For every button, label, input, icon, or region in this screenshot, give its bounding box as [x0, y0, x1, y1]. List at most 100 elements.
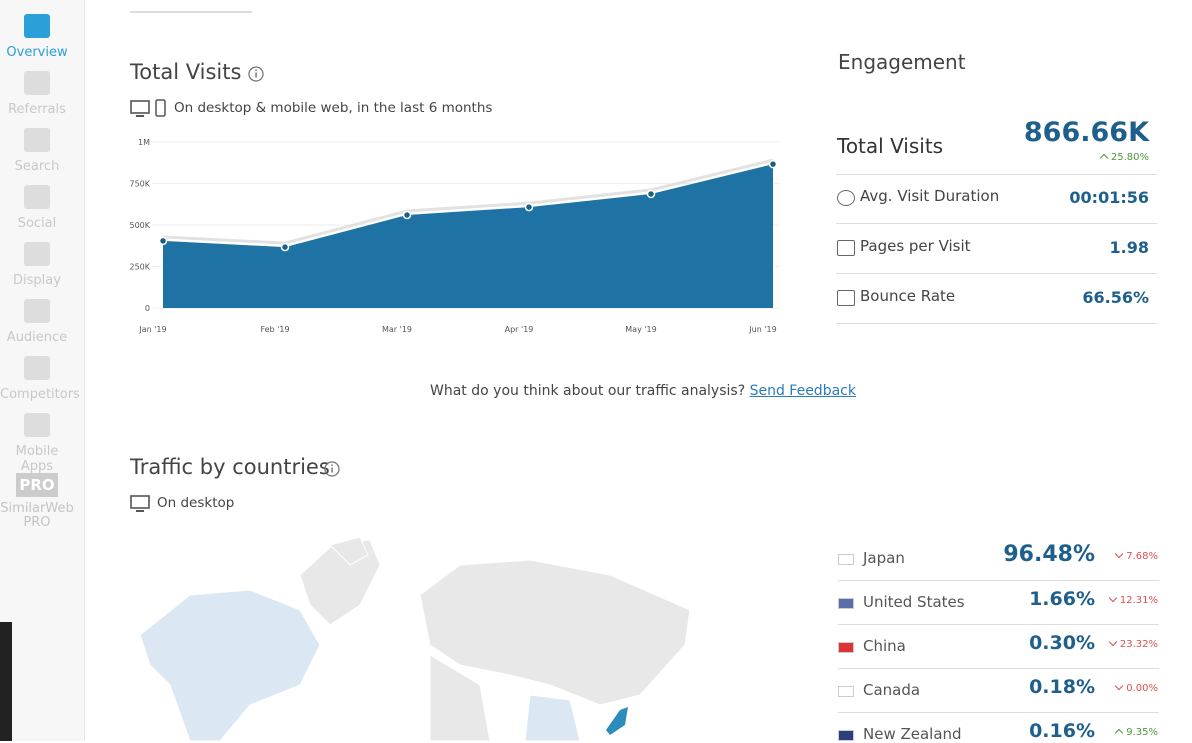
metric-label: Avg. Visit Duration [860, 187, 1000, 205]
nav-icon [24, 299, 50, 323]
arrow [1108, 637, 1120, 650]
flag [838, 554, 854, 565]
feedback-link[interactable]: Send Feedback [749, 383, 856, 399]
device-icons [130, 99, 166, 117]
metric-value: 1.98 [1109, 238, 1149, 257]
nav-item: Display [13, 273, 61, 288]
metric-label: Pages per Visit [860, 237, 971, 255]
nav-item: Referrals [8, 102, 66, 117]
nav-item: Competitors [0, 387, 80, 402]
flag [838, 598, 854, 609]
sidebar: Overview Referrals Search Social Display Audi… [0, 0, 85, 741]
flag [838, 686, 854, 697]
rule [838, 580, 1159, 581]
rule [836, 223, 1157, 224]
area-chart: 0 250K 500K 750K 1M Jan '19 Feb '19 Mar '19 Apr … [129, 138, 780, 334]
world-map [139, 536, 691, 741]
metric-value: 866.66K [1023, 117, 1149, 148]
arrow [1114, 727, 1126, 738]
nav-item: Search [14, 159, 60, 174]
rule [836, 174, 1157, 175]
y-tick-label: 750K [129, 180, 150, 189]
trend-arrow [1108, 637, 1118, 647]
nav-icon [24, 71, 50, 95]
trend-arrow [1114, 549, 1124, 559]
feedback: What do you think about our traffic anal… [0, 383, 1192, 399]
x-tick-label: Jun '19 [748, 325, 776, 334]
country-share: 0.30% [1029, 632, 1095, 654]
x-tick-label: Jan '19 [138, 325, 166, 334]
country-change: 23.32% [1108, 637, 1158, 650]
x-tick-label: May '19 [625, 325, 656, 334]
country-share: 96.48% [1003, 542, 1095, 567]
change-value: 23.32% [1119, 639, 1158, 650]
metric-value: 66.56% [1082, 288, 1149, 307]
divider [130, 11, 252, 13]
info-icon [324, 461, 340, 477]
metric-icon [837, 190, 855, 206]
nav-icon [24, 128, 50, 152]
country-change: 0.00% [1114, 681, 1158, 694]
country-change: 7.68% [1114, 549, 1158, 562]
rule [838, 668, 1159, 669]
trend-arrow [1114, 681, 1124, 691]
metric-change: 25.80% [1099, 152, 1149, 163]
rule [836, 323, 1157, 324]
prior-line [162, 158, 774, 245]
rule [838, 624, 1159, 625]
nav-icon [24, 242, 50, 266]
arrow [1099, 152, 1111, 163]
area [163, 164, 773, 308]
country-name: China [863, 637, 906, 655]
arrow [1114, 549, 1126, 562]
country-change: 12.31% [1108, 593, 1158, 606]
y-tick-label: 0 [145, 304, 150, 313]
point [646, 189, 656, 199]
metric-icon [837, 290, 855, 306]
flag [838, 730, 854, 741]
trend-arrow [1108, 593, 1118, 603]
y-tick-label: 250K [129, 263, 150, 272]
point [768, 159, 778, 169]
metric-icon [837, 240, 855, 256]
nav-icon [24, 356, 50, 380]
rule [838, 712, 1159, 713]
nav-icon [24, 413, 50, 437]
nav-icon [24, 185, 50, 209]
country-name: Canada [863, 681, 921, 699]
nav-item: Audience [6, 330, 68, 345]
metric-label: Total Visits [837, 134, 944, 158]
arrow [1108, 593, 1120, 606]
change-value: 25.80% [1110, 152, 1149, 163]
change-value: 0.00% [1126, 683, 1158, 694]
point [280, 242, 290, 252]
dark-tab [0, 622, 12, 741]
y-tick-label: 1M [138, 138, 150, 147]
nav-item: Social [17, 216, 57, 231]
info-icon [248, 66, 264, 82]
engagement-title: Engagement [838, 50, 966, 74]
subtitle: On desktop [157, 495, 235, 511]
point [524, 202, 534, 212]
change-value: 7.68% [1126, 551, 1158, 562]
nav-item: Mobile Apps [15, 444, 59, 474]
trend-arrow [1114, 728, 1124, 738]
point [402, 210, 412, 220]
flag [838, 642, 854, 653]
y-tick-label: 500K [129, 221, 150, 230]
desktop-icon [130, 495, 150, 512]
change-value: 9.35% [1126, 727, 1158, 738]
x-tick-label: Apr '19 [505, 325, 534, 334]
rule [836, 273, 1157, 274]
feedback-text: What do you think about our traffic anal… [430, 383, 746, 399]
trend-arrow [1099, 153, 1109, 163]
section-title: Traffic by countries [130, 455, 330, 479]
country-share: 1.66% [1029, 588, 1095, 610]
metric-label: Bounce Rate [860, 287, 956, 305]
country-share: 0.18% [1029, 676, 1095, 698]
x-tick-label: Feb '19 [260, 325, 289, 334]
nav-item: Overview [6, 45, 68, 60]
country-name: New Zealand [863, 725, 962, 743]
country-name: Japan [863, 549, 905, 567]
